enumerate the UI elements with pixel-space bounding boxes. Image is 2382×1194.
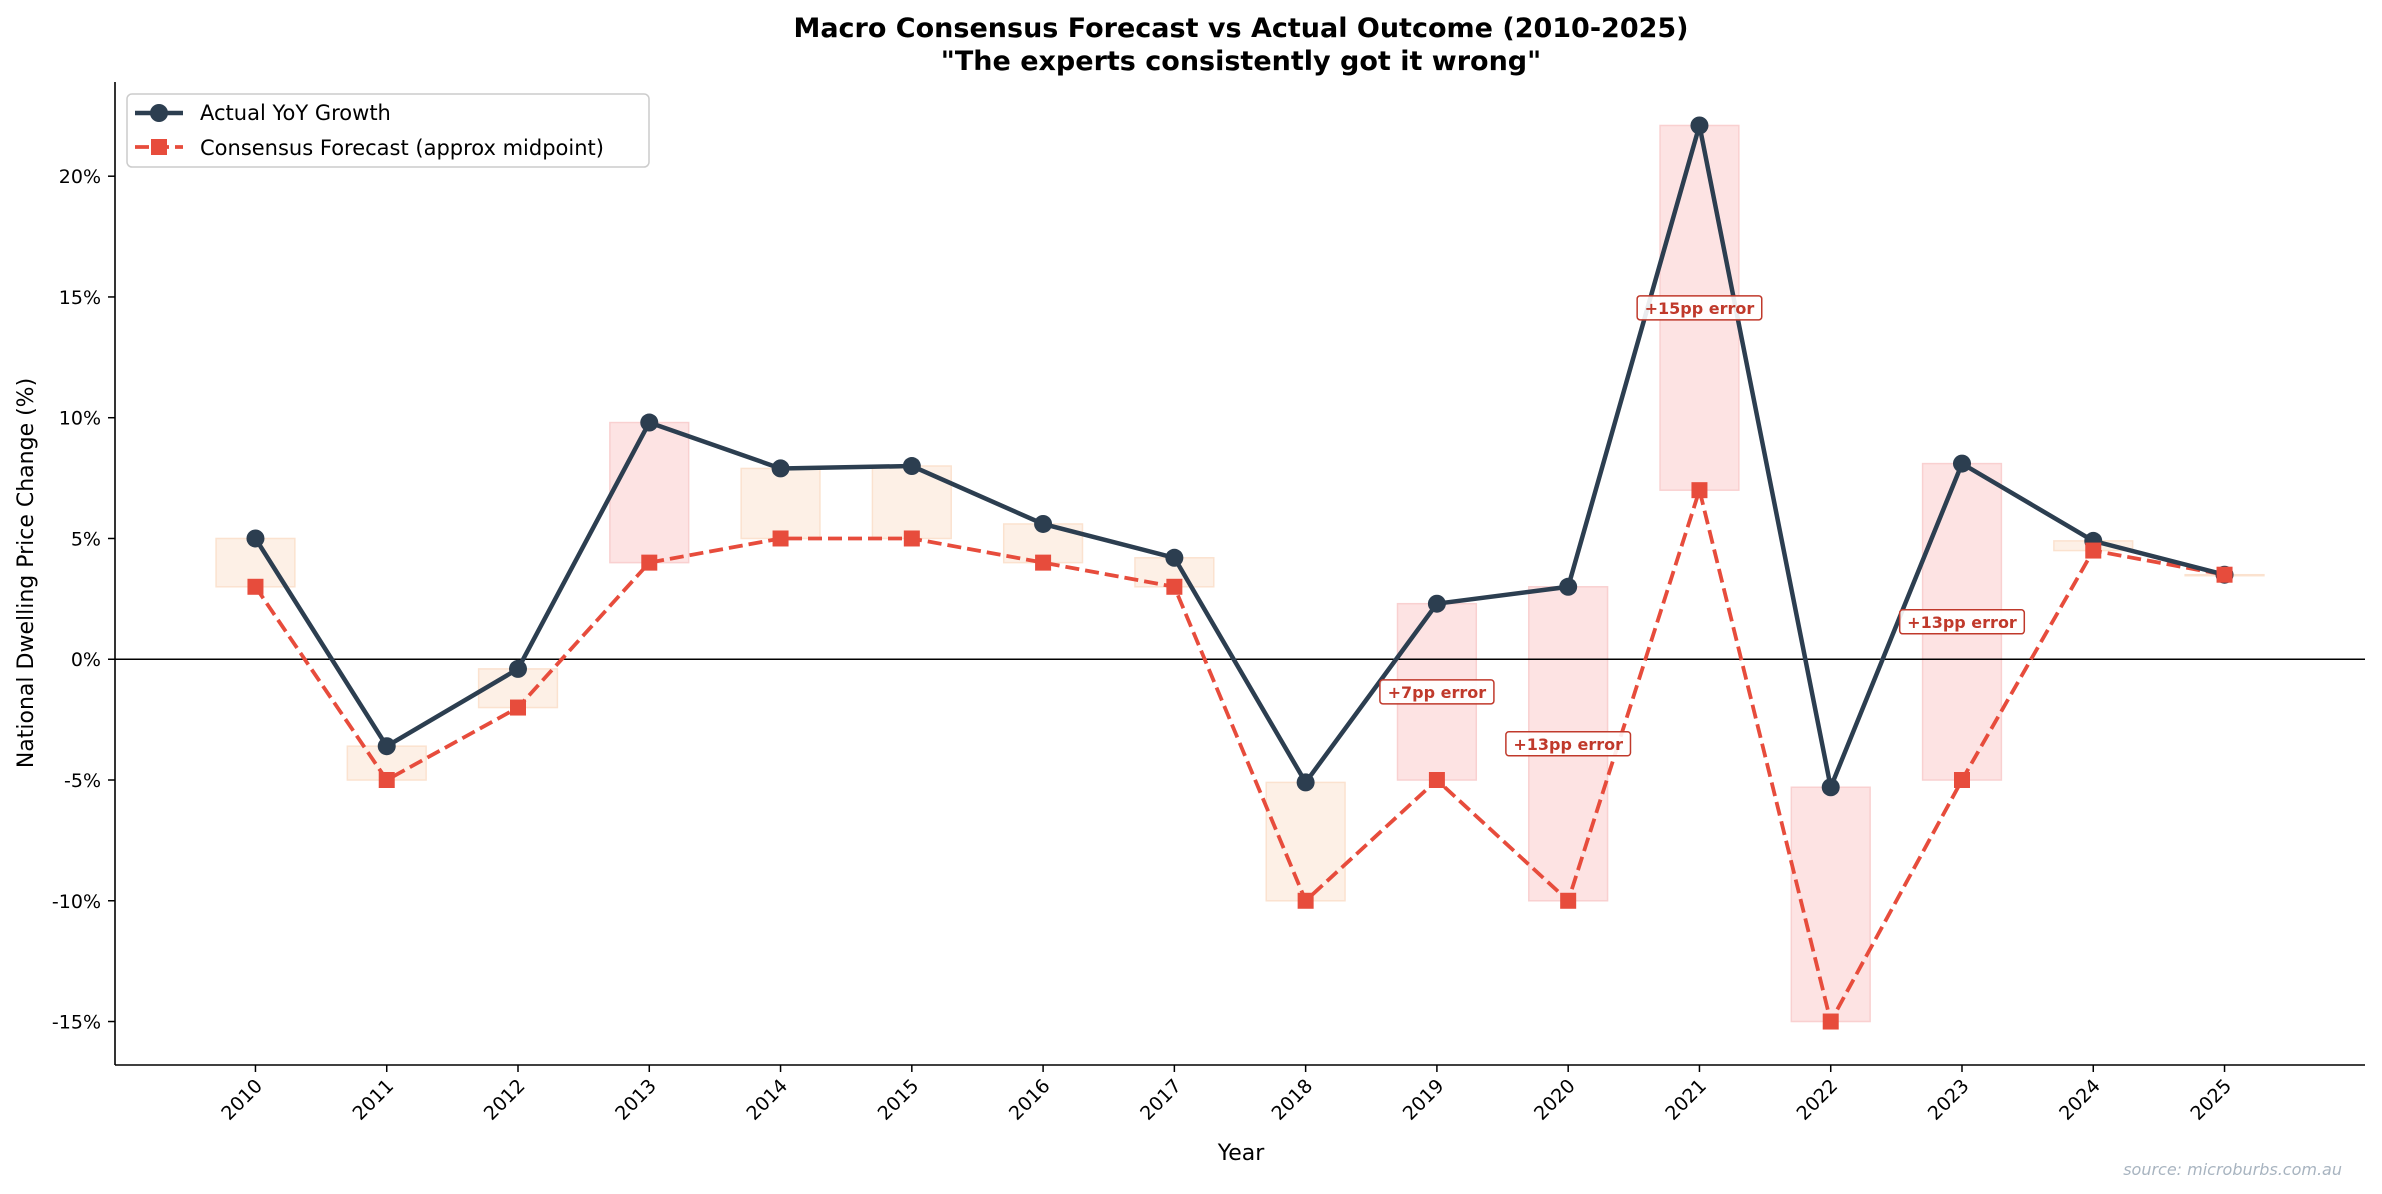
y-tick-label: -15% xyxy=(52,1012,101,1034)
x-tick-label: 2018 xyxy=(1267,1075,1317,1125)
annotation-box xyxy=(1898,609,2026,635)
actual-point xyxy=(1427,594,1446,613)
y-tick-label: 10% xyxy=(59,408,101,430)
error-band xyxy=(1790,786,1871,1023)
x-tick-label: 2017 xyxy=(1136,1075,1186,1125)
legend-forecast-label: Consensus Forecast (approx midpoint) xyxy=(200,136,604,160)
forecast-line xyxy=(253,483,2225,1027)
x-tick-label: 2015 xyxy=(874,1075,924,1125)
actual-point xyxy=(640,413,659,432)
y-tick-label: -10% xyxy=(52,891,101,913)
forecast-point xyxy=(1560,892,1577,909)
x-tick-label: 2014 xyxy=(742,1075,792,1125)
axes xyxy=(114,82,2365,1066)
x-tick-label: 2016 xyxy=(1005,1075,1055,1125)
forecast-point xyxy=(1428,772,1445,789)
x-tick-label: 2024 xyxy=(2055,1075,2105,1125)
forecast-point xyxy=(247,578,264,595)
forecast-point xyxy=(1297,892,1314,909)
x-tick-label: 2013 xyxy=(611,1075,661,1125)
error-band xyxy=(1265,781,1346,902)
actual-point xyxy=(377,737,396,756)
x-tick-label: 2019 xyxy=(1399,1075,1449,1125)
forecast-point xyxy=(772,530,789,547)
legend-forecast-marker xyxy=(151,139,167,155)
y-tick-label: 20% xyxy=(59,166,101,188)
actual-point xyxy=(1296,773,1315,792)
y-tick-label: -5% xyxy=(64,770,101,792)
legend-box xyxy=(126,93,650,168)
forecast-point xyxy=(1035,554,1052,571)
chart-subtitle: "The experts consistently got it wrong" xyxy=(941,46,1541,77)
forecast-point xyxy=(378,772,395,789)
x-axis-label: Year xyxy=(1217,1141,1266,1166)
legend-actual-label: Actual YoY Growth xyxy=(200,101,391,125)
x-tick-label: 2025 xyxy=(2186,1075,2236,1125)
forecast-point xyxy=(641,554,658,571)
actual-point xyxy=(1034,514,1053,533)
x-tick-label: 2022 xyxy=(1793,1075,1843,1125)
annotation-box xyxy=(1505,731,1632,757)
actual-point xyxy=(509,659,528,678)
annotations: +7pp error +13pp error +15pp error +13pp er… xyxy=(1379,295,2026,757)
forecast-point xyxy=(2216,566,2233,583)
ticks: -15% -10% -5% 0% 5% 10% 15% 20% 2010 2011 2012 2013… xyxy=(52,166,2236,1125)
y-tick-label: 5% xyxy=(71,528,101,550)
forecast-point xyxy=(1691,482,1708,499)
y-tick-label: 15% xyxy=(59,287,101,309)
actual-point xyxy=(1821,778,1840,797)
annotation-label: +7pp error xyxy=(1388,683,1487,702)
annotation-box xyxy=(1379,679,1495,705)
actual-point xyxy=(1952,454,1971,473)
annotation-label: +13pp error xyxy=(1513,735,1623,754)
actual-point xyxy=(771,459,790,478)
forecast-point xyxy=(1953,772,1970,789)
forecast-point xyxy=(1166,578,1183,595)
actual-point xyxy=(1559,577,1578,596)
actual-point xyxy=(902,457,921,476)
x-tick-label: 2023 xyxy=(1924,1075,1974,1125)
actual-point xyxy=(1690,116,1709,135)
x-tick-label: 2011 xyxy=(349,1075,399,1125)
y-axis-label: National Dwelling Price Change (%) xyxy=(14,378,39,768)
forecast-point xyxy=(903,530,920,547)
y-tick-label: 0% xyxy=(71,649,101,671)
source-note: source: microburbs.com.au xyxy=(2123,1160,2342,1179)
forecast-point xyxy=(1822,1013,1839,1030)
chart-title: Macro Consensus Forecast vs Actual Outco… xyxy=(793,13,1688,44)
actual-point xyxy=(1165,548,1184,567)
legend: Actual YoY Growth Consensus Forecast (app… xyxy=(126,93,650,168)
x-tick-label: 2021 xyxy=(1661,1075,1711,1125)
annotation-box xyxy=(1636,295,1763,321)
actual-line xyxy=(253,124,2226,796)
x-tick-label: 2010 xyxy=(217,1075,267,1125)
series-lines xyxy=(246,116,2234,1030)
forecast-point xyxy=(2085,542,2102,559)
x-tick-label: 2020 xyxy=(1530,1075,1580,1125)
error-bands xyxy=(215,124,2265,1023)
legend-actual-marker xyxy=(150,104,168,122)
forecast-point xyxy=(510,699,527,716)
annotation-label: +13pp error xyxy=(1907,613,2017,632)
actual-point xyxy=(246,529,265,548)
error-band xyxy=(609,421,690,564)
x-tick-label: 2012 xyxy=(480,1075,530,1125)
error-band xyxy=(740,467,821,540)
annotation-label: +15pp error xyxy=(1645,299,1755,318)
